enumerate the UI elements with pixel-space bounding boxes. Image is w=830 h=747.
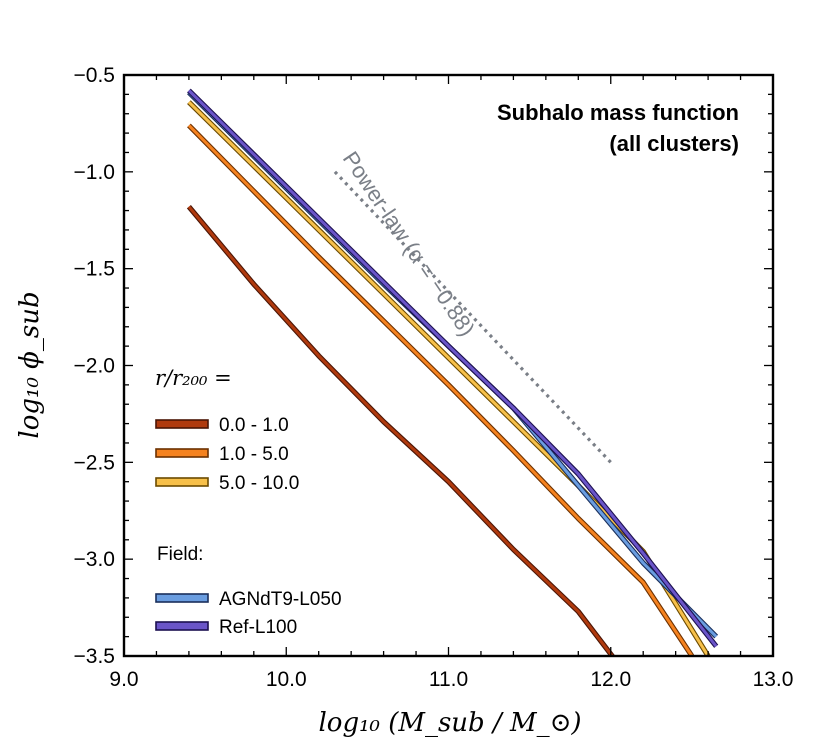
series-layer [186,88,719,656]
legend-label-0-0-1-0: 0.0 - 1.0 [219,415,289,436]
legend-label-ref-l100: Ref-L100 [219,617,297,638]
legend-swatch-ref-l100 [155,621,209,631]
legend-swatch-agndt9-l050 [155,593,209,603]
y-tick-label: −1.5 [74,258,115,281]
legend-swatch-5-0-10-0 [155,477,209,487]
legend-label-5-0-10-0: 5.0 - 10.0 [219,473,299,494]
series-line-1-0-5-0 [187,124,694,656]
y-tick-label: −2.0 [74,355,115,378]
legend-header-radial: r/r₂₀₀ = [155,366,232,390]
x-tick-label: 12.0 [590,668,631,691]
legend-label-agndt9-l050: AGNdT9-L050 [219,589,342,610]
series-edge-1-0-5-0 [187,123,695,656]
legend-label-1-0-5-0: 1.0 - 5.0 [219,444,289,465]
series-line-ref-l100 [187,89,718,648]
chart-title: Subhalo mass function [497,100,739,125]
chart-subtitle: (all clusters) [609,131,739,156]
y-tick-label: −3.5 [74,645,115,668]
y-tick-label: −0.5 [74,64,115,87]
legend-header-field: Field: [157,544,203,565]
legend-swatch-0-0-1-0 [155,419,209,429]
x-axis-label: log₁₀ (M_sub / M_⊙) [318,708,581,738]
x-tick-label: 11.0 [429,668,468,691]
legend: 0.0 - 1.0 1.0 - 5.0 5.0 - 10.0 AGNdT9-L050 R… [155,415,342,638]
x-tick-label: 10.0 [266,668,307,691]
series-line-0-0-1-0 [187,205,615,656]
x-tick-label: 13.0 [753,668,794,691]
y-tick-label: −3.0 [74,548,115,571]
legend-swatch-1-0-5-0 [155,448,209,458]
ticks-layer: 9.0 10.0 11.0 12.0 13.0 −3.5 −3.0 −2.5 −2.0 −1.5 −… [74,64,794,691]
y-axis-label: log₁₀ ϕ_sub [15,291,45,438]
x-tick-label: 9.0 [109,668,138,691]
y-tick-label: −2.5 [74,451,115,474]
y-tick-label: −1.0 [74,161,115,184]
